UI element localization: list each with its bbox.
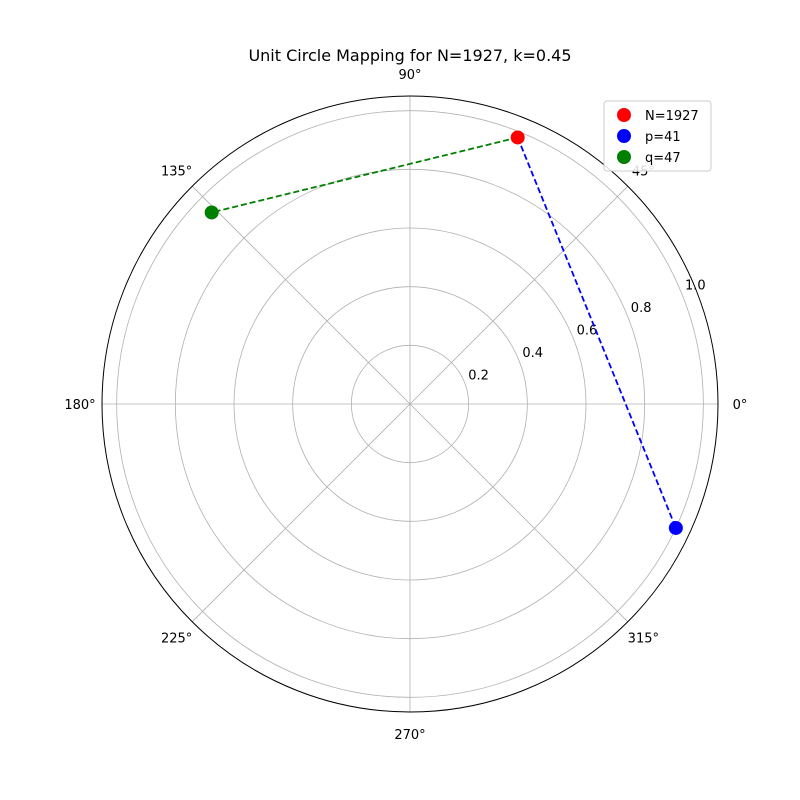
theta-gridline-135 — [191, 185, 411, 405]
theta-gridline-315 — [409, 403, 629, 623]
r-tick-label: 0.8 — [631, 301, 652, 316]
theta-tick-label: 315° — [628, 631, 659, 646]
legend-label: N=1927 — [645, 109, 699, 124]
r-tick-label: 0.4 — [522, 346, 543, 361]
r-gridline-2 — [233, 227, 587, 581]
theta-tick-label: 135° — [161, 165, 192, 180]
r-gridline-4 — [116, 110, 704, 698]
theta-gridline-225 — [191, 403, 411, 623]
point-n-1927 — [510, 130, 525, 145]
dashed-line-1 — [211, 136, 518, 214]
chart-title: Unit Circle Mapping for N=1927, k=0.45 — [248, 46, 571, 65]
r-tick-label: 0.6 — [577, 324, 598, 339]
legend-label: p=41 — [645, 130, 681, 145]
legend-marker — [617, 129, 631, 143]
data-layer — [204, 130, 683, 535]
legend-label: q=47 — [645, 151, 681, 166]
legend-marker — [617, 150, 631, 164]
legend-frame — [603, 100, 712, 172]
r-gridline-3 — [174, 168, 646, 640]
legend-marker — [617, 108, 631, 122]
theta-tick-label: 0° — [733, 398, 748, 413]
polar-spine — [101, 95, 719, 713]
theta-tick-label: 180° — [64, 398, 95, 413]
theta-tick-label: 270° — [394, 728, 425, 743]
r-tick-label: 1.0 — [685, 279, 706, 294]
dashed-line-0 — [516, 137, 677, 529]
polar-grid: 0°45°90°135°180°225°270°315°0.20.40.60.8… — [64, 68, 747, 743]
r-gridline-1 — [292, 286, 528, 522]
theta-gridline-45 — [409, 185, 629, 405]
theta-tick-label: 225° — [161, 631, 192, 646]
legend: N=1927 p=41 q=47 — [603, 100, 712, 172]
r-tick-label: 0.2 — [468, 369, 489, 384]
point-q-47 — [204, 205, 219, 220]
point-p-41 — [668, 520, 683, 535]
r-gridline-0 — [350, 344, 470, 464]
theta-tick-label: 90° — [398, 68, 421, 83]
